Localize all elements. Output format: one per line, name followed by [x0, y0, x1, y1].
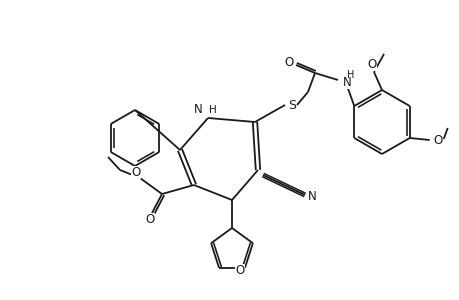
Text: N: N — [342, 76, 351, 88]
Text: N: N — [307, 190, 316, 202]
Text: H: H — [208, 105, 216, 115]
Text: O: O — [432, 134, 442, 146]
Text: O: O — [145, 214, 154, 226]
Text: O: O — [131, 166, 140, 178]
Text: O: O — [284, 56, 293, 68]
Text: S: S — [287, 98, 295, 112]
Text: O: O — [367, 58, 376, 70]
Text: O: O — [235, 264, 244, 277]
Text: N: N — [194, 103, 202, 116]
Text: H: H — [347, 70, 354, 80]
